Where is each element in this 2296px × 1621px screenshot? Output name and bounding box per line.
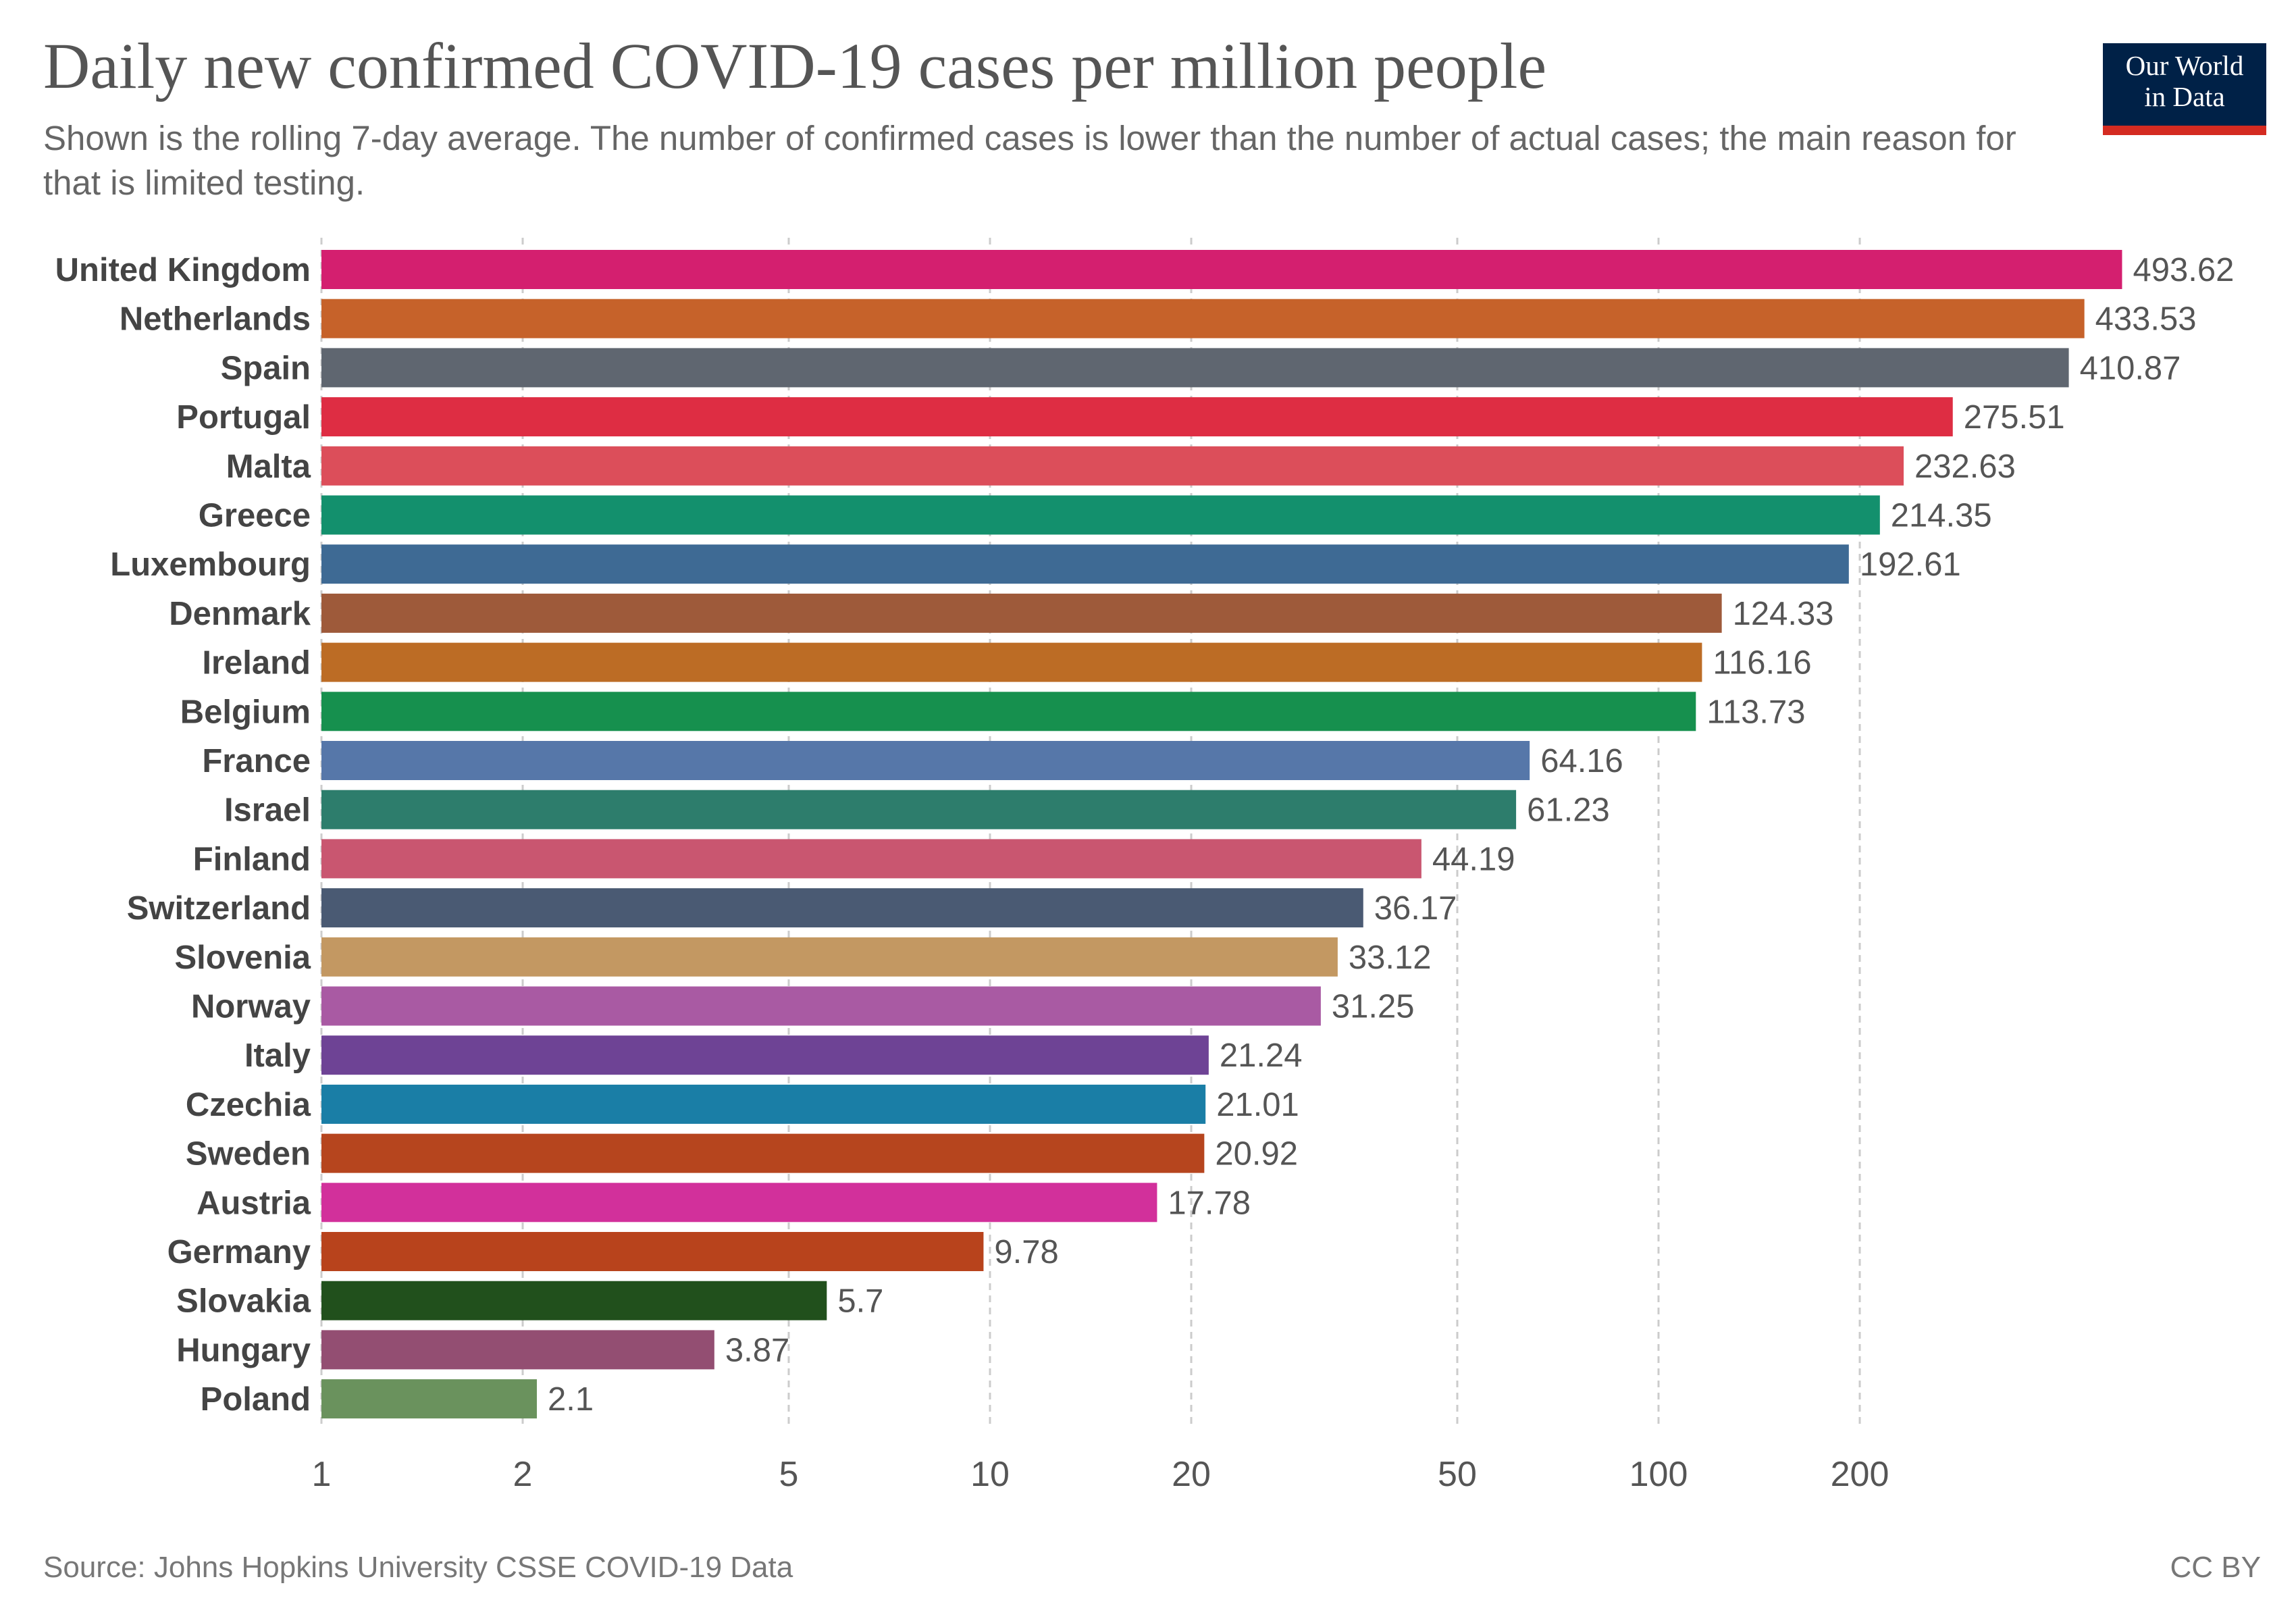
value-label-netherlands: 433.53 (2095, 301, 2197, 338)
category-label-denmark: Denmark (169, 596, 311, 632)
value-label-austria: 17.78 (1168, 1185, 1251, 1221)
bar-slovenia[interactable] (321, 937, 1338, 977)
x-tick-label: 20 (1172, 1455, 1211, 1494)
bar-spain[interactable] (321, 348, 2069, 388)
bar-luxembourg[interactable] (321, 544, 1849, 584)
category-label-germany: Germany (167, 1234, 311, 1270)
bars (321, 250, 2122, 1419)
value-label-slovenia: 33.12 (1349, 940, 1432, 976)
chart-subtitle: Shown is the rolling 7-day average. The … (43, 119, 2016, 202)
category-label-ireland: Ireland (202, 645, 311, 681)
source-note[interactable]: Source: Johns Hopkins University CSSE CO… (43, 1551, 793, 1584)
category-label-hungary: Hungary (176, 1332, 311, 1368)
value-label-united-kingdom: 493.62 (2133, 252, 2234, 288)
value-label-spain: 410.87 (2080, 350, 2181, 386)
category-label-malta: Malta (226, 448, 311, 485)
category-label-slovenia: Slovenia (174, 940, 311, 976)
value-label-greece: 214.35 (1891, 498, 1992, 534)
bar-slovakia[interactable] (321, 1281, 827, 1320)
value-label-norway: 31.25 (1332, 989, 1415, 1025)
bar-denmark[interactable] (321, 593, 1722, 633)
bar-ireland[interactable] (321, 642, 1702, 682)
bar-finland[interactable] (321, 839, 1421, 879)
value-label-malta: 232.63 (1914, 448, 2016, 485)
bar-portugal[interactable] (321, 397, 1953, 437)
logo-line-1: Our World (2125, 50, 2244, 81)
value-label-belgium: 113.73 (1706, 694, 1805, 730)
value-label-luxembourg: 192.61 (1860, 546, 1961, 583)
labels: United Kingdom 493.62 Netherlands 433.53 Spa… (55, 252, 2235, 1418)
category-label-portugal: Portugal (176, 399, 311, 436)
bar-switzerland[interactable] (321, 888, 1363, 928)
value-label-israel: 61.23 (1527, 792, 1610, 829)
bar-belgium[interactable] (321, 692, 1696, 731)
owid-logo[interactable]: Our World in Data (2103, 43, 2266, 135)
category-label-italy: Italy (244, 1037, 311, 1074)
bar-greece[interactable] (321, 495, 1880, 535)
category-label-greece: Greece (199, 498, 311, 534)
x-tick-label: 1 (312, 1455, 332, 1494)
category-label-norway: Norway (191, 989, 311, 1025)
value-label-finland: 44.19 (1432, 841, 1515, 877)
value-label-slovakia: 5.7 (837, 1283, 883, 1320)
bar-hungary[interactable] (321, 1330, 714, 1370)
x-tick-label: 5 (779, 1455, 799, 1494)
category-label-spain: Spain (221, 350, 311, 386)
value-label-portugal: 275.51 (1964, 399, 2065, 436)
bar-germany[interactable] (321, 1232, 984, 1271)
bar-italy[interactable] (321, 1035, 1209, 1075)
category-label-israel: Israel (224, 792, 311, 829)
category-label-poland: Poland (201, 1381, 311, 1418)
value-label-denmark: 124.33 (1733, 596, 1834, 632)
category-label-czechia: Czechia (186, 1087, 311, 1123)
category-label-united-kingdom: United Kingdom (55, 252, 311, 288)
bar-malta[interactable] (321, 446, 1904, 486)
logo-line-2: in Data (2144, 81, 2225, 112)
category-label-sweden: Sweden (186, 1136, 311, 1173)
value-label-france: 64.16 (1540, 743, 1623, 779)
bar-austria[interactable] (321, 1183, 1157, 1223)
category-label-slovakia: Slovakia (176, 1283, 311, 1320)
chart-title: Daily new confirmed COVID-19 cases per m… (43, 30, 1547, 102)
bar-sweden[interactable] (321, 1133, 1205, 1173)
category-label-netherlands: Netherlands (120, 301, 311, 338)
bar-poland[interactable] (321, 1379, 537, 1419)
value-label-germany: 9.78 (994, 1234, 1058, 1270)
value-label-czechia: 21.01 (1216, 1087, 1299, 1123)
category-label-luxembourg: Luxembourg (110, 546, 311, 583)
category-label-france: France (202, 743, 311, 779)
bar-norway[interactable] (321, 986, 1321, 1026)
x-axis-ticks: 1 2 5 10 20 50 100 200 (312, 1455, 1889, 1494)
x-tick-label: 100 (1629, 1455, 1688, 1494)
value-label-ireland: 116.16 (1713, 645, 1811, 681)
bar-united-kingdom[interactable] (321, 250, 2122, 289)
category-label-switzerland: Switzerland (127, 890, 311, 927)
x-tick-label: 200 (1831, 1455, 1889, 1494)
x-tick-label: 2 (513, 1455, 533, 1494)
bar-france[interactable] (321, 741, 1530, 780)
category-label-finland: Finland (193, 841, 311, 877)
value-label-poland: 2.1 (548, 1381, 594, 1418)
bar-israel[interactable] (321, 790, 1517, 829)
value-label-switzerland: 36.17 (1374, 890, 1457, 927)
value-label-hungary: 3.87 (725, 1332, 789, 1368)
x-tick-label: 50 (1438, 1455, 1477, 1494)
x-tick-label: 10 (970, 1455, 1010, 1494)
category-label-austria: Austria (197, 1185, 311, 1221)
bar-netherlands[interactable] (321, 299, 2085, 338)
category-label-belgium: Belgium (180, 694, 311, 730)
value-label-sweden: 20.92 (1215, 1136, 1298, 1173)
value-label-italy: 21.24 (1220, 1037, 1303, 1074)
license-note[interactable]: CC BY (2170, 1551, 2261, 1584)
bar-czechia[interactable] (321, 1084, 1206, 1124)
